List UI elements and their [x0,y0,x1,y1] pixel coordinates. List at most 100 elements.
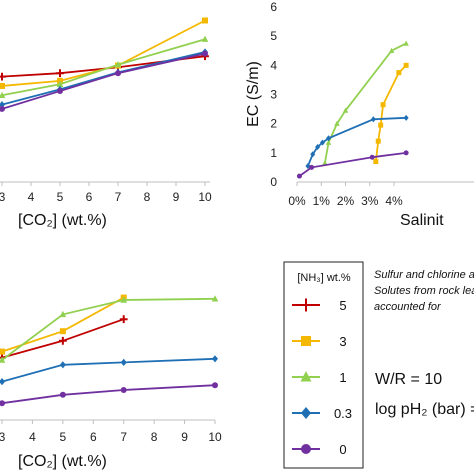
legend-marker-5 [299,298,313,312]
data-point-0_3 [59,361,66,369]
legend-marker-0_3 [301,407,311,419]
y-tick-label: 3 [270,88,277,102]
x-tick-label: 3% [361,194,379,208]
data-point-0 [57,88,63,95]
note-line-1: Sulfur and chlorine a [374,269,474,281]
x-axis-title-top-left: [CO₂] (wt.%) [18,212,107,229]
data-point-0 [212,382,218,389]
data-point-5 [0,72,6,81]
data-point-3 [0,348,5,355]
x-tick-label: 10 [208,430,222,444]
y-ticks-top-right: 0 1 2 3 4 5 6 [270,0,277,189]
x-tick-label: 5 [57,190,64,204]
legend-label-1: 1 [339,370,346,385]
data-point-0 [369,154,375,160]
data-point-0_3 [326,135,332,142]
note-wr: W/R = 10 [375,371,442,388]
data-point-1 [0,356,6,363]
x-ticks-top-right: 0% 1% 2% 3% 4% [288,182,403,208]
panel-bottom-left: 3 4 5 6 7 8 9 10 [CO₂] (wt.%) [0,294,222,470]
x-axis-title-bottom-left: [CO₂] (wt.%) [18,453,107,470]
y-tick-label: 6 [270,0,277,14]
x-tick-label: 4 [29,430,36,444]
data-point-0 [0,105,5,112]
x-tick-label: 8 [144,190,151,204]
data-point-1 [201,35,209,42]
data-point-3 [202,17,208,24]
x-tick-label: 9 [181,430,188,444]
legend-label-5: 5 [339,298,346,313]
data-point-5 [56,69,64,78]
data-point-0 [296,173,302,179]
panel-top-left: 3 4 5 6 7 8 9 10 [CO₂] (wt.%) [0,17,212,229]
data-point-3 [0,82,5,89]
data-point-0 [202,50,208,57]
legend-items: 5 3 1 0.3 0 [292,298,352,457]
note-line-2: Solutes from rock lea [374,285,474,297]
legend-label-0_3: 0.3 [334,406,352,421]
data-point-1 [56,80,64,87]
data-point-0 [0,400,5,407]
data-point-3 [378,122,384,128]
data-point-3 [403,62,409,68]
series-line-3 [1,19,206,87]
data-point-0_3 [315,144,321,150]
y-tick-label: 4 [270,58,277,72]
annotations: Sulfur and chlorine a Solutes from rock … [374,269,474,418]
series-top-left [0,17,209,112]
data-point-1 [114,61,122,68]
legend: [NH₃] wt.% 5 3 1 0.3 0 [283,261,364,469]
series-line-0_3 [1,357,216,383]
x-tick-label: 4% [385,194,403,208]
series-top-right [296,40,409,179]
x-tick-label: 2% [337,194,355,208]
legend-label-3: 3 [339,334,346,349]
series-line-1 [1,297,216,361]
series-line-0_3 [1,51,206,106]
y-tick-label: 1 [270,146,277,160]
data-point-1 [325,139,332,145]
series-line-0 [1,384,216,405]
data-point-0_3 [212,355,218,363]
data-point-3 [373,159,379,165]
series-line-1 [324,42,407,164]
data-point-3 [396,70,402,76]
x-tick-label: 9 [173,190,180,204]
data-point-0_3 [319,139,325,146]
data-point-1 [334,120,340,126]
data-point-5 [58,336,67,345]
x-tick-label: 6 [86,190,93,204]
data-point-5 [119,315,128,324]
x-tick-label: 7 [120,430,127,444]
data-point-1 [0,91,6,98]
x-tick-label: 4 [28,190,35,204]
data-point-0_3 [403,114,409,121]
data-point-0 [115,70,121,77]
x-tick-label: 5 [60,430,67,444]
data-point-1 [322,160,328,166]
data-point-1 [59,310,67,318]
x-tick-label: 0% [288,194,306,208]
data-point-3 [375,138,381,144]
data-point-0 [120,387,127,393]
x-axis-title-top-right: Salinit [400,212,444,229]
note-line-3: accounted for [374,301,442,313]
data-point-1 [120,296,128,303]
x-tick-label: 3 [0,430,6,444]
data-point-1 [211,295,219,302]
legend-label-0: 0 [339,442,346,457]
series-line-0 [298,151,407,177]
x-tick-label: 7 [115,190,122,204]
data-point-3 [380,102,386,108]
x-tick-label: 8 [151,430,158,444]
data-point-0_3 [370,116,376,123]
data-point-1 [403,40,409,46]
x-ticks-bottom-left: 3 4 5 6 7 8 9 10 [0,420,222,444]
note-ph2: log pH₂ (bar) = [375,401,474,418]
data-point-0 [403,150,409,156]
y-tick-label: 2 [270,117,277,131]
panel-top-right: 0 1 2 3 4 5 6 0% 1% 2% 3% 4% EC (S/m) Salinit [245,0,474,229]
data-point-0 [309,164,315,170]
series-line-1 [1,38,206,97]
